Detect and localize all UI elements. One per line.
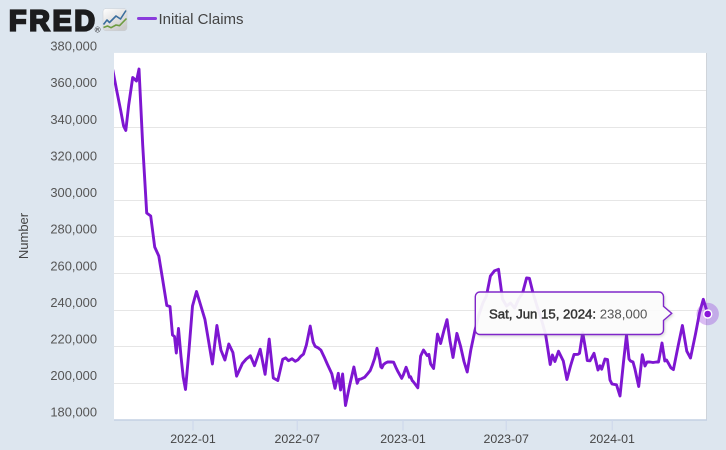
- svg-text:300,000: 300,000: [50, 185, 97, 200]
- svg-text:2023-01: 2023-01: [380, 432, 426, 446]
- svg-text:220,000: 220,000: [50, 332, 97, 347]
- svg-text:2022-07: 2022-07: [274, 432, 320, 446]
- svg-text:260,000: 260,000: [50, 258, 97, 273]
- svg-text:240,000: 240,000: [50, 295, 97, 310]
- svg-text:200,000: 200,000: [50, 368, 97, 383]
- svg-text:Sat, Jun 15, 2024: 238,000: Sat, Jun 15, 2024: 238,000: [489, 307, 647, 322]
- svg-text:180,000: 180,000: [50, 405, 97, 420]
- svg-text:Number: Number: [16, 212, 31, 259]
- svg-text:280,000: 280,000: [50, 222, 97, 237]
- svg-text:380,000: 380,000: [50, 39, 97, 54]
- svg-text:FRED: FRED: [9, 6, 98, 38]
- svg-text:2024-01: 2024-01: [589, 432, 635, 446]
- svg-text:2023-07: 2023-07: [483, 432, 529, 446]
- svg-text:340,000: 340,000: [50, 112, 97, 127]
- svg-text:2022-01: 2022-01: [170, 432, 216, 446]
- svg-text:360,000: 360,000: [50, 75, 97, 90]
- svg-text:Initial Claims: Initial Claims: [159, 11, 244, 28]
- svg-text:320,000: 320,000: [50, 149, 97, 164]
- svg-text:®: ®: [95, 25, 101, 34]
